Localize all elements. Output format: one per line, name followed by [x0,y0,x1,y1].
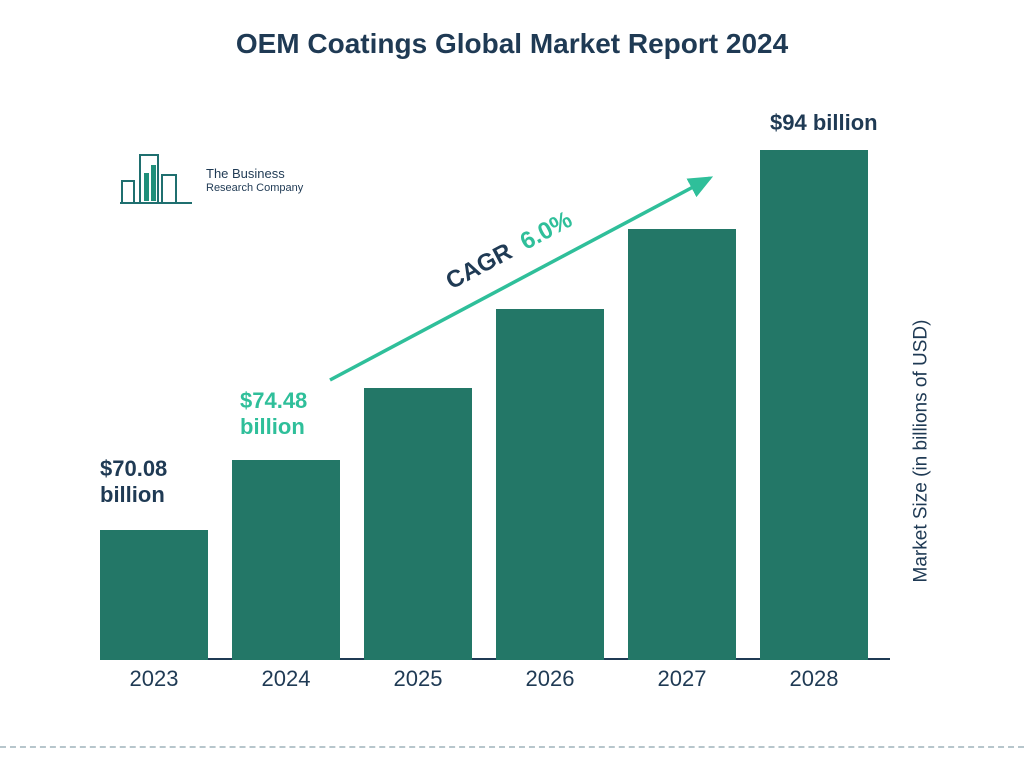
x-tick-label: 2028 [760,666,868,692]
x-tick-label: 2026 [496,666,604,692]
bar [100,530,208,660]
bar [364,388,472,660]
bar [760,150,868,660]
bar [628,229,736,660]
bar-chart: 2023 2024 2025 2026 2027 2028 [100,130,890,690]
value-label: $74.48billion [240,388,360,440]
x-tick-label: 2025 [364,666,472,692]
value-label: $70.08billion [100,456,220,508]
plot-area [100,130,890,660]
y-axis-label: Market Size (in billions of USD) [910,320,932,583]
x-tick-label: 2024 [232,666,340,692]
x-tick-label: 2023 [100,666,208,692]
footer-divider [0,746,1024,748]
page-title: OEM Coatings Global Market Report 2024 [0,28,1024,60]
value-label: $94 billion [770,110,940,136]
x-tick-label: 2027 [628,666,736,692]
bar [232,460,340,660]
bar [496,309,604,660]
